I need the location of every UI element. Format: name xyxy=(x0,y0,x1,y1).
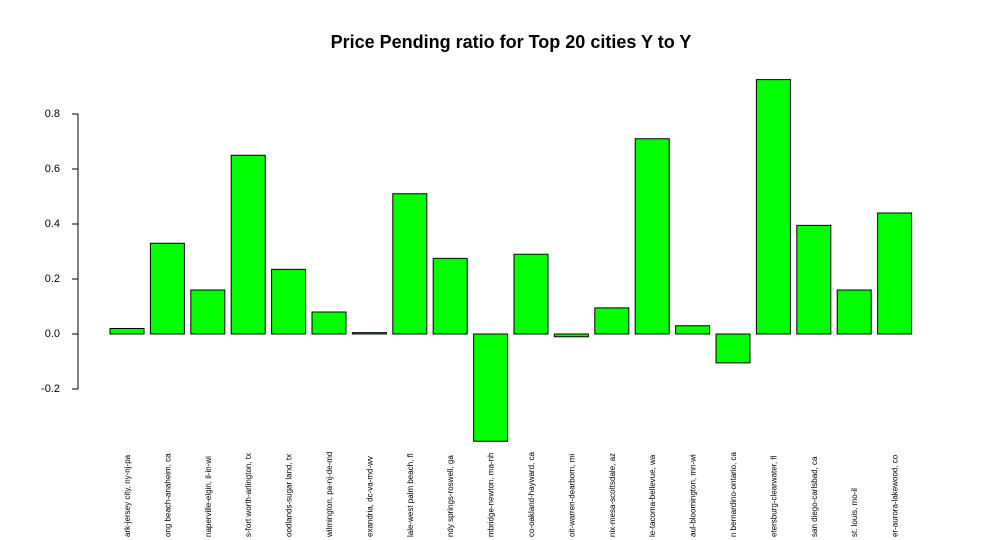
bar xyxy=(796,224,832,335)
bar xyxy=(634,138,670,335)
x-category-label: aul-bloomington, mn-wi xyxy=(689,454,698,537)
y-axis: -0.2 0.0 0.2 0.4 0.6 0.8 xyxy=(41,108,79,395)
x-category-label: san diego-carlsbad, ca xyxy=(810,456,819,537)
chart-title: Price Pending ratio for Top 20 cities Y … xyxy=(331,32,692,52)
y-tick-label: 0.6 xyxy=(45,163,60,175)
x-category-label: wilmington, pa-nj-de-md xyxy=(325,452,334,538)
bar xyxy=(877,212,913,335)
x-category-label: lale-west palm beach, fl xyxy=(406,453,415,537)
bar xyxy=(432,257,468,335)
y-tick-label: -0.2 xyxy=(41,383,60,395)
bar xyxy=(553,333,589,338)
y-tick-label: 0.0 xyxy=(45,328,60,340)
bar xyxy=(392,193,428,335)
bar xyxy=(836,289,872,335)
bar xyxy=(351,332,387,335)
bars xyxy=(109,79,913,442)
x-category-label: er-aurora-lakewood, co xyxy=(891,454,900,537)
y-tick-label: 0.4 xyxy=(45,218,60,230)
x-category-label: nix-mesa-scottsdale, az xyxy=(608,453,617,537)
x-category-label: st. louis, mo-il xyxy=(850,488,859,537)
bar xyxy=(594,307,630,335)
y-tick-label: 0.8 xyxy=(45,108,60,120)
bar xyxy=(675,325,711,335)
bar xyxy=(755,79,791,335)
x-category-label: n bernardino-ontario, ca xyxy=(729,452,738,537)
x-category-label: exandria, dc-va-md-wv xyxy=(365,456,374,537)
x-category-label: oodlands-sugar land, tx xyxy=(285,454,294,537)
x-category-labels: ark-jersey city, ny-nj-pa ong beach-anahe… xyxy=(123,452,900,538)
bar xyxy=(230,154,266,335)
x-category-label: co-oakland-hayward, ca xyxy=(527,452,536,537)
y-tick-label: 0.2 xyxy=(45,273,60,285)
x-category-label: le-tacoma-bellevue, wa xyxy=(648,454,657,537)
x-category-label: naperville-elgin, il-in-wi xyxy=(204,456,213,537)
bar xyxy=(149,242,185,335)
bar xyxy=(715,333,751,364)
x-category-label: ong beach-anaheim, ca xyxy=(163,453,172,537)
x-category-label: ark-jersey city, ny-nj-pa xyxy=(123,454,132,537)
bar xyxy=(311,311,347,335)
x-category-label: oit-warren-dearborn, mi xyxy=(567,454,576,537)
x-category-label: mbridge-newton, ma-nh xyxy=(487,453,496,537)
bar xyxy=(513,253,549,335)
bar xyxy=(473,333,509,442)
bar xyxy=(190,289,226,335)
bar xyxy=(109,328,145,335)
x-category-label: ndy springs-roswell, ga xyxy=(446,455,455,537)
x-category-label: etersburg-clearwater, fl xyxy=(769,455,778,537)
bar xyxy=(271,268,307,335)
x-category-label: s-fort worth-arlington, tx xyxy=(244,453,253,537)
